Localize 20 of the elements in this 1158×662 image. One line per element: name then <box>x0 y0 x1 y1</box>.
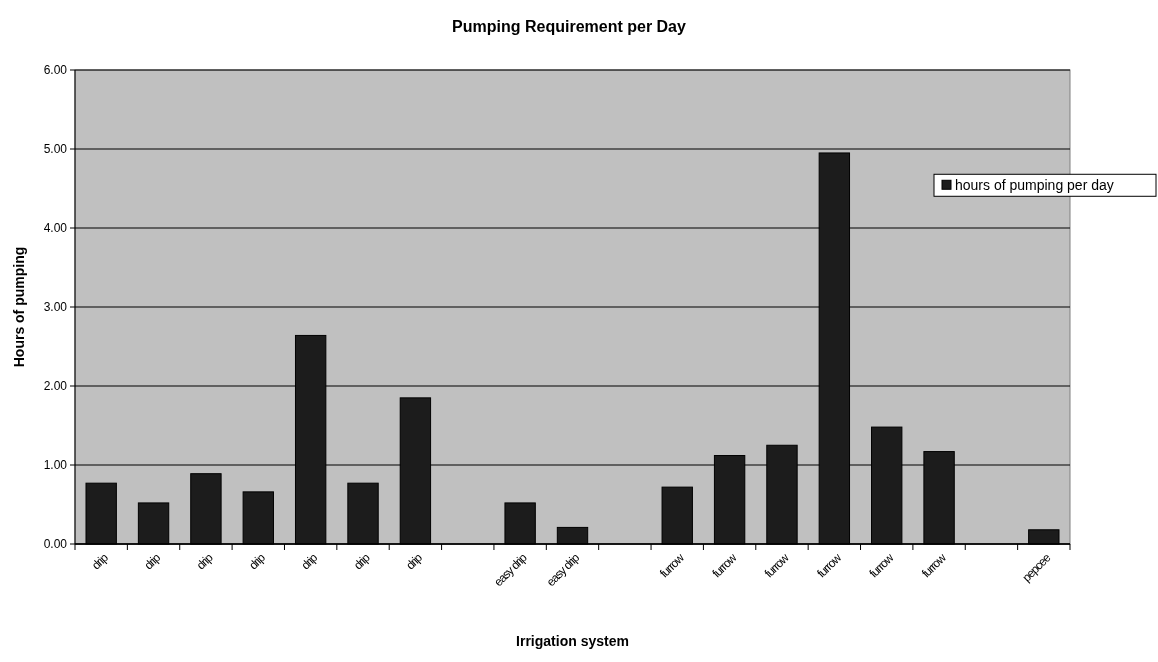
x-tick-label: easy drip <box>543 550 583 590</box>
x-tick-label: drip <box>89 550 112 573</box>
x-tick-label: easy drip <box>491 550 531 590</box>
y-tick-label: 1.00 <box>43 458 68 473</box>
x-tick-label: drip <box>141 550 164 573</box>
y-tick-label: 0.00 <box>43 537 68 552</box>
x-tick-label: drip <box>193 550 216 573</box>
y-tick-label: 5.00 <box>43 142 68 157</box>
legend-label: hours of pumping per day <box>955 177 1114 194</box>
x-tick-label: drip <box>298 550 321 573</box>
x-axis-title: Irrigation system <box>516 633 629 649</box>
x-tick-label: drip <box>246 550 269 573</box>
y-tick-label: 3.00 <box>43 300 68 315</box>
y-tick-label: 2.00 <box>43 379 68 394</box>
y-tick-label: 6.00 <box>43 63 68 78</box>
x-tick-label: drip <box>403 550 426 573</box>
chart-title: Pumping Requirement per Day <box>452 18 687 35</box>
y-tick-label: 4.00 <box>43 221 68 236</box>
y-axis-title: Hours of pumping <box>11 246 27 368</box>
x-tick-label: drip <box>350 550 374 573</box>
